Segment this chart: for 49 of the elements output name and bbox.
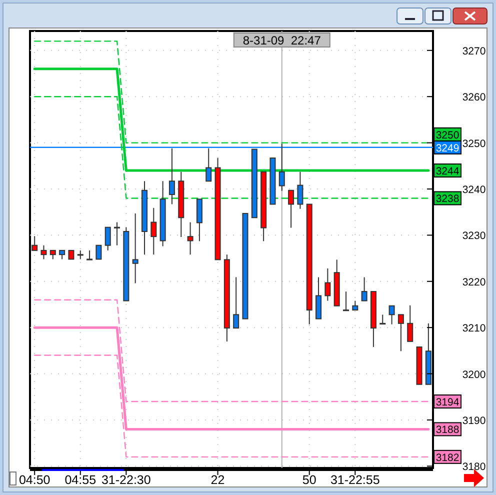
candlestick xyxy=(96,244,102,260)
x-tick-label: 31-22:55 xyxy=(330,473,380,487)
candlestick xyxy=(86,250,93,260)
candlestick xyxy=(352,300,358,311)
y-tick-label: 3240 xyxy=(462,184,486,196)
candlestick xyxy=(150,207,157,256)
y-tick-label: 3270 xyxy=(462,45,486,58)
candlestick xyxy=(342,291,349,312)
y-tick-label: 3190 xyxy=(462,414,486,427)
candlestick xyxy=(196,198,202,242)
candlestick xyxy=(380,314,386,325)
candlestick xyxy=(297,171,304,210)
candlestick xyxy=(168,148,175,205)
x-tick-label: 31-22:30 xyxy=(101,473,151,487)
candlestick xyxy=(132,212,138,284)
data-label: 3182 xyxy=(436,452,460,464)
data-label: 3244 xyxy=(436,166,460,178)
candlestick xyxy=(104,226,111,251)
y-tick-label: 3230 xyxy=(462,230,486,242)
candlestick xyxy=(407,304,414,342)
candlestick xyxy=(361,276,368,302)
candlestick xyxy=(233,276,240,329)
x-tick-label: 04:50 xyxy=(18,473,50,487)
x-tick-label: 04:55 xyxy=(64,473,96,487)
data-label: 3238 xyxy=(436,193,460,206)
y-tick-label: 3260 xyxy=(462,92,486,104)
candlestick xyxy=(316,276,322,320)
x-tick-label: 22 xyxy=(210,473,225,487)
candlestick xyxy=(324,268,331,302)
y-tick-label: 3250 xyxy=(462,138,486,150)
candlestick xyxy=(278,143,285,192)
y-tick-label: 3220 xyxy=(462,276,486,288)
candlestick xyxy=(288,190,294,228)
candlestick xyxy=(32,236,38,251)
candlestick xyxy=(398,314,404,352)
data-label: 3250 xyxy=(436,129,460,142)
candlestick xyxy=(40,244,47,260)
data-label: 3188 xyxy=(436,424,460,436)
y-tick-label: 3210 xyxy=(462,322,486,335)
candlestick xyxy=(206,148,212,182)
candlestick xyxy=(114,222,120,246)
candlestick xyxy=(388,305,395,325)
data-label: 3194 xyxy=(436,396,460,408)
candlestick xyxy=(187,222,194,256)
x-tick-label: 50 xyxy=(302,473,316,487)
y-tick-label: 3180 xyxy=(462,461,486,474)
y-tick-label: 3200 xyxy=(462,368,486,381)
annotation: 8-31-09 22:47 xyxy=(242,34,322,48)
ref-line-label: 3249 xyxy=(436,142,460,154)
